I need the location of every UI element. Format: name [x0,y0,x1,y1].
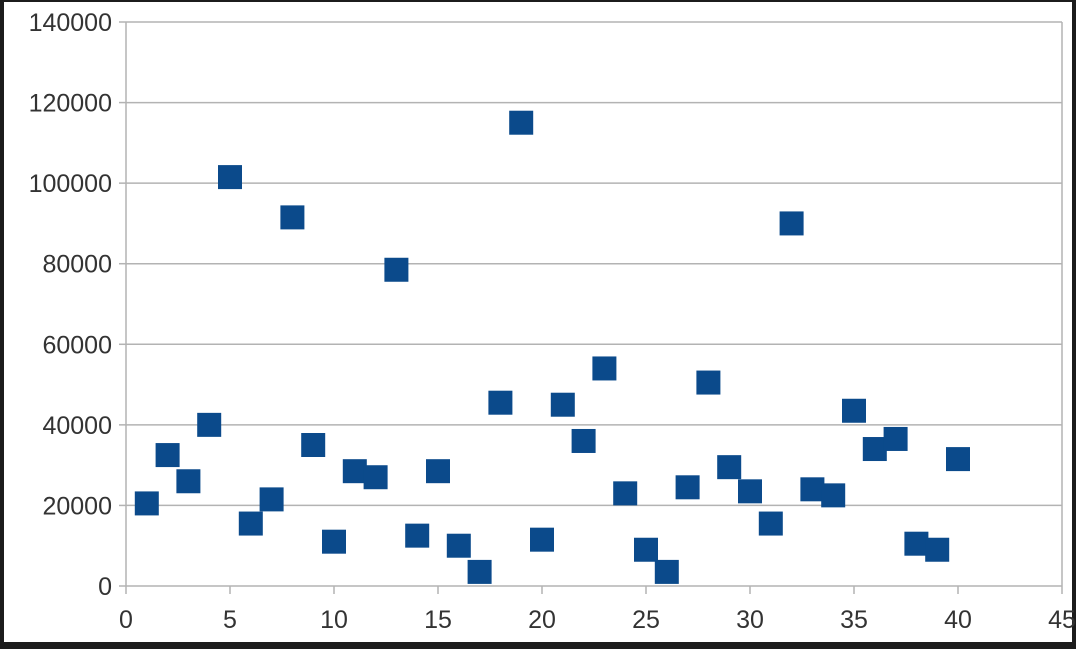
data-point [946,447,970,472]
data-point [925,537,950,562]
y-tick-label: 140000 [29,9,112,37]
data-point [717,455,742,480]
data-point [384,257,409,282]
data-point [363,465,388,490]
data-point [800,477,825,502]
data-point [613,481,638,506]
data-point [592,356,617,381]
x-tick-label: 10 [320,606,348,634]
data-point [779,211,804,236]
data-point [342,459,367,484]
data-point [571,428,596,453]
x-tick-label: 15 [424,606,452,634]
y-tick-label: 0 [98,573,112,601]
x-tick-label: 5 [223,606,237,634]
data-point [197,412,222,437]
data-point [550,392,575,417]
data-point [758,511,783,536]
data-point [467,559,492,584]
data-point [238,511,263,536]
x-tick-labels: 0 5 10 15 20 25 30 35 40 45 [119,606,1076,634]
data-point [301,433,326,457]
axes [125,22,1063,586]
data-point [675,475,700,500]
data-point [738,479,762,504]
data-point [530,527,554,552]
data-point [280,205,305,230]
data-point [883,426,908,451]
data-point [904,531,929,556]
y-tick-label: 120000 [29,90,112,118]
x-tick-label: 30 [736,606,764,634]
data-point [155,443,180,468]
data-point [322,529,346,554]
data-point [405,523,430,548]
x-tick-label: 25 [632,606,660,634]
data-point [218,165,242,190]
data-point [862,437,887,462]
data-point [446,533,471,558]
data-point [842,398,866,423]
x-tick-label: 0 [119,606,133,634]
data-point [176,469,201,494]
y-tick-label: 60000 [42,331,112,359]
data-point [821,483,846,508]
data-point [134,491,159,516]
data-point [654,559,679,584]
data-point [634,537,658,562]
y-tick-labels: 0 20000 40000 60000 80000 100000 120000 140000 [29,9,112,601]
x-tick-label: 35 [840,606,868,634]
data-point [488,390,513,415]
y-tick-label: 40000 [42,412,112,440]
y-tick-label: 100000 [29,170,112,198]
data-point [509,110,534,135]
x-tick-label: 20 [528,606,556,634]
data-point [696,370,721,395]
x-tick-label: 45 [1048,606,1076,634]
data-point [259,487,284,512]
data-points [134,110,970,584]
y-tick-label: 80000 [42,251,112,279]
y-tick-label: 20000 [42,492,112,520]
data-point [426,459,450,484]
tick-marks [119,21,1063,594]
x-tick-label: 40 [944,606,972,634]
